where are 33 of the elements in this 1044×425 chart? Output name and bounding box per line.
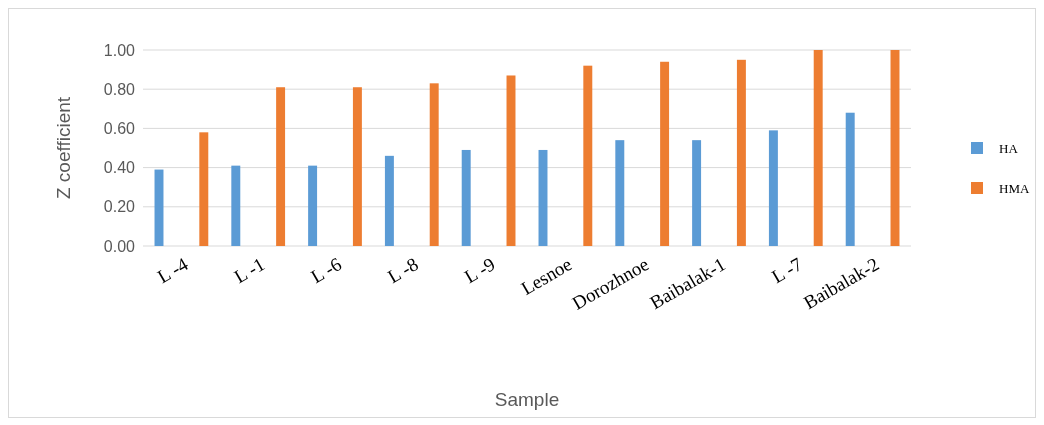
bar: [506, 75, 516, 246]
x-tick-label: L -9: [460, 253, 499, 288]
bar: [736, 59, 746, 246]
y-tick-label: 0.00: [103, 237, 136, 255]
x-tick-label: L -4: [153, 253, 192, 288]
bar: [615, 140, 625, 246]
bar: [461, 149, 471, 246]
y-tick-label: 0.20: [103, 198, 136, 216]
bar: [692, 140, 702, 246]
bar: [384, 155, 394, 246]
y-tick-label: 0.60: [103, 120, 136, 137]
legend-label: HA: [999, 140, 1019, 156]
bar: [845, 112, 855, 246]
bar: [308, 165, 318, 246]
bar: [429, 83, 439, 246]
bar: [813, 50, 823, 246]
x-axis-title: Sample: [494, 389, 560, 410]
bar: [276, 87, 286, 246]
x-tick-label: L -6: [307, 253, 345, 288]
y-tick-label: 0.40: [103, 159, 136, 177]
bar: [199, 132, 209, 246]
x-tick-label: L -7: [768, 253, 806, 288]
legend-label: HMA: [999, 180, 1030, 196]
y-tick-label: 1.00: [103, 41, 136, 59]
bar: [231, 165, 241, 246]
bar: [660, 61, 670, 246]
x-tick-label: L -8: [384, 253, 422, 288]
x-tick-label: L -1: [230, 253, 269, 288]
bar: [583, 65, 593, 246]
y-axis-title: Z coefficient: [53, 96, 74, 200]
y-tick-label: 0.80: [103, 80, 136, 98]
bar: [768, 130, 778, 246]
bar: [352, 87, 362, 246]
